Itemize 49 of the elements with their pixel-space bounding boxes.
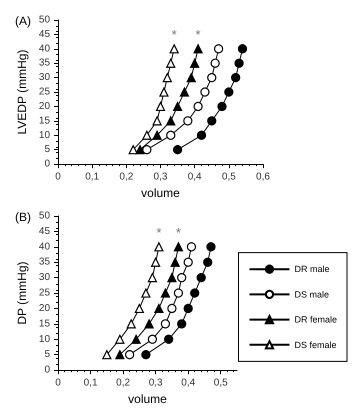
x-tick-label: 0,2: [119, 172, 134, 183]
y-tick-label: 25: [38, 86, 50, 98]
y-tick-label: 15: [38, 318, 50, 330]
x-tick-label: 0,1: [84, 378, 98, 389]
legend-label: DR male: [294, 264, 330, 274]
y-tick-label: 0: [44, 158, 50, 170]
x-tick-label: 0,5: [214, 378, 228, 389]
y-tick-label: 15: [38, 115, 50, 126]
x-tick-label: 0,2: [116, 378, 130, 389]
y-tick-label: 5: [44, 349, 50, 360]
annotation: *: [196, 26, 201, 42]
x-tick-label: 0,5: [222, 172, 236, 183]
y-axis-title: LVEDP (mmHg): [15, 50, 29, 135]
y-tick-label: 10: [38, 334, 50, 345]
x-tick-label: 0,6: [256, 172, 270, 183]
y-tick-label: 35: [38, 58, 50, 69]
y-tick-label: 20: [38, 100, 50, 112]
y-tick-label: 45: [38, 28, 50, 40]
x-tick-label: 0: [55, 378, 62, 389]
annotation: *: [172, 26, 177, 42]
y-tick-label: 25: [38, 288, 50, 299]
annotation: *: [156, 224, 162, 240]
y-tick-label: 30: [38, 272, 50, 284]
legend-label: DR female: [294, 314, 338, 325]
y-tick-label: 30: [38, 72, 50, 84]
y-tick-label: 45: [38, 226, 50, 237]
x-tick-label: 0,3: [148, 378, 164, 389]
y-tick-label: 35: [38, 256, 50, 268]
y-axis-title: DP (mmHg): [15, 261, 29, 325]
legend-label: DS female: [294, 340, 337, 350]
x-tick-label: 0,4: [181, 378, 196, 389]
chart-title: (B): [15, 210, 31, 224]
y-tick-label: 40: [38, 43, 50, 54]
x-tick-label: 0: [55, 172, 62, 183]
y-tick-label: 0: [44, 364, 50, 376]
x-axis-title: volume: [141, 186, 180, 200]
annotation: *: [176, 224, 181, 240]
y-tick-label: 5: [44, 144, 50, 156]
y-tick-label: 10: [38, 130, 50, 141]
y-tick-label: 50: [38, 210, 50, 222]
legend-label: DS male: [294, 289, 330, 300]
y-tick-label: 40: [38, 241, 50, 252]
x-tick-label: 0,1: [85, 172, 100, 183]
x-tick-label: 0,4: [188, 172, 202, 183]
y-tick-label: 50: [38, 14, 50, 26]
x-tick-label: 0,3: [154, 172, 168, 183]
chart-title: (A): [15, 14, 31, 28]
x-axis-title: volume: [128, 392, 168, 406]
y-tick-label: 20: [38, 302, 50, 314]
